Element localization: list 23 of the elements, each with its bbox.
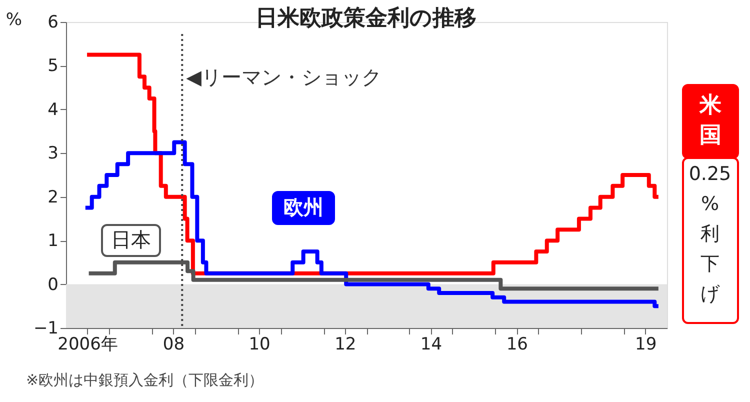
x-tick-label: 16 [506,334,528,354]
text: ※欧州は中銀預入金利（下限金利） [26,371,264,389]
x-tick-label: 14 [420,334,442,354]
x-tick-label: 10 [248,334,270,354]
y-tick-label: 5 [48,56,58,76]
x-tick-label: 12 [334,334,356,354]
ref-line-label: ◀リーマン・ショック [186,65,382,89]
y-tick-label: 3 [48,144,58,164]
series-label: 欧州 [284,195,324,219]
y-tick-label: −1 [33,318,58,338]
y-tick-label: 0 [48,274,58,295]
text: 0.25%利下げ [688,163,732,305]
y-tick-label: 6 [48,12,58,32]
x-tick-label: 08 [162,334,185,354]
y-axis-title: % [6,10,22,30]
y-tick-label: 1 [48,231,58,252]
y-tick-label: 2 [48,187,58,208]
chart-title: 日米欧政策金利の推移 [256,6,476,31]
y-tick-label: 4 [48,100,58,120]
series-label: 日本 [111,228,151,252]
text: 米国 [698,93,722,148]
x-tick-label: 2006年 [58,334,118,354]
x-tick-label: 19 [635,334,657,354]
